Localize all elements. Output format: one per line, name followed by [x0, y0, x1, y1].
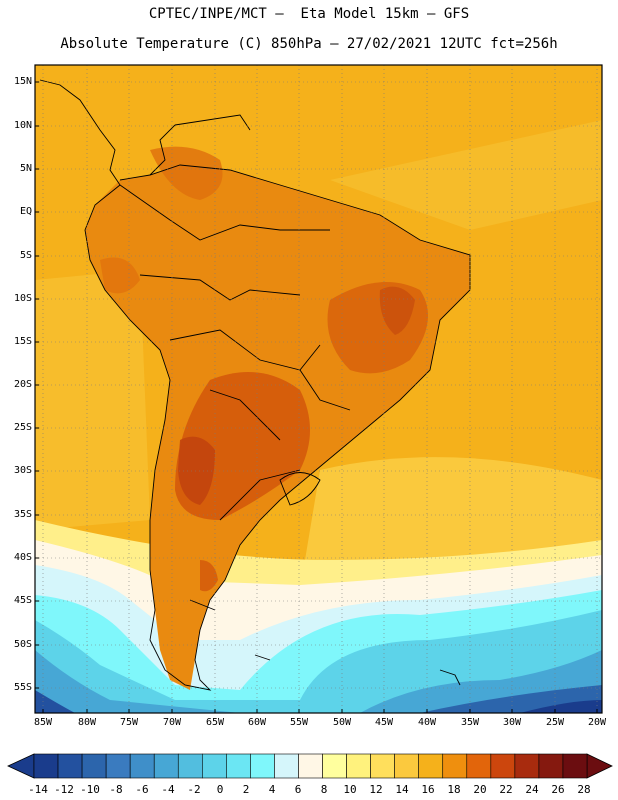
colorbar-label: 18	[447, 783, 461, 796]
colorbar-label: -6	[135, 783, 149, 796]
colorbar-swatch	[418, 753, 444, 779]
colorbar-swatch	[370, 753, 395, 779]
lon-label: 80W	[77, 717, 97, 728]
lat-label: 55S	[13, 682, 32, 693]
lon-label: 40W	[417, 717, 437, 728]
colorbar-label: -2	[187, 783, 201, 796]
lon-label: 75W	[119, 717, 139, 728]
colorbar-swatch	[177, 753, 203, 779]
colorbar-swatch	[105, 753, 131, 779]
colorbar-label: -12	[54, 783, 74, 796]
colorbar-swatch	[81, 753, 107, 779]
colorbar-label: 14	[395, 783, 409, 796]
colorbar-swatch	[226, 753, 251, 779]
colorbar-label: 16	[421, 783, 435, 796]
lon-label: 35W	[460, 717, 480, 728]
colorbar-label: 10	[343, 783, 357, 796]
colorbar-label: 22	[499, 783, 513, 796]
colorbar-swatch	[298, 753, 323, 779]
colorbar-label: 4	[268, 783, 276, 796]
lat-label: 15N	[13, 76, 32, 87]
colorbar-swatch	[274, 753, 299, 779]
lon-label: 85W	[33, 717, 53, 728]
colorbar-label: -8	[109, 783, 123, 796]
colorbar-max-arrow	[586, 753, 613, 779]
lat-label: 10S	[13, 293, 32, 304]
colorbar-swatch	[562, 753, 588, 779]
colorbar-label: 28	[577, 783, 591, 796]
lat-label: 5N	[19, 163, 32, 174]
temperature-field	[35, 65, 602, 713]
colorbar-swatch	[250, 753, 275, 779]
colorbar-swatch	[442, 753, 468, 779]
colorbar-swatch	[202, 753, 227, 779]
lat-label: 50S	[13, 639, 32, 650]
lat-label: 40S	[13, 552, 32, 563]
lat-label: 10N	[13, 120, 32, 131]
axis-ticks	[35, 81, 598, 713]
map-title-line2: Absolute Temperature (C) 850hPa — 27/02/…	[60, 36, 558, 52]
lat-label: 20S	[13, 379, 32, 390]
colorbar-swatch	[466, 753, 492, 779]
colorbar-swatch	[57, 753, 83, 779]
lon-label: 65W	[205, 717, 225, 728]
lon-label: 45W	[374, 717, 394, 728]
colorbar-min-arrow	[7, 753, 35, 779]
colorbar-swatch	[346, 753, 371, 779]
colorbar-label: -10	[80, 783, 100, 796]
colorbar-label: -4	[161, 783, 175, 796]
coastlines	[39, 79, 471, 691]
colorbar-swatch	[129, 753, 155, 779]
lon-label: 25W	[545, 717, 565, 728]
lat-label: 45S	[13, 595, 32, 606]
colorbar-label: 0	[216, 783, 224, 796]
lon-label: 55W	[289, 717, 309, 728]
map-title-line1: CPTEC/INPE/MCT — Eta Model 15km — GFS	[148, 6, 470, 22]
colorbar-swatch	[538, 753, 564, 779]
colorbar-label: 6	[294, 783, 302, 796]
lon-label: 50W	[332, 717, 352, 728]
colorbar-label: 2	[242, 783, 250, 796]
map-frame	[34, 64, 603, 714]
lat-label: EQ	[19, 206, 32, 217]
colorbar-swatch	[514, 753, 540, 779]
colorbar-label: 20	[473, 783, 487, 796]
colorbar-swatch	[33, 753, 59, 779]
lon-label: 20W	[587, 717, 607, 728]
colorbar-swatch	[153, 753, 179, 779]
colorbar-swatch	[394, 753, 419, 779]
colorbar-swatch	[490, 753, 516, 779]
graticule	[35, 65, 602, 713]
colorbar-swatch	[322, 753, 347, 779]
colorbar-label: -14	[28, 783, 48, 796]
lat-label: 25S	[13, 422, 32, 433]
colorbar	[7, 753, 613, 779]
lon-label: 30W	[502, 717, 522, 728]
lat-label: 15S	[13, 336, 32, 347]
lat-label: 35S	[13, 509, 32, 520]
colorbar-label: 12	[369, 783, 383, 796]
colorbar-label: 26	[551, 783, 565, 796]
colorbar-label: 24	[525, 783, 539, 796]
colorbar-label: 8	[320, 783, 328, 796]
lon-label: 70W	[162, 717, 182, 728]
lat-label: 5S	[19, 250, 32, 261]
lon-label: 60W	[247, 717, 267, 728]
lat-label: 30S	[13, 465, 32, 476]
